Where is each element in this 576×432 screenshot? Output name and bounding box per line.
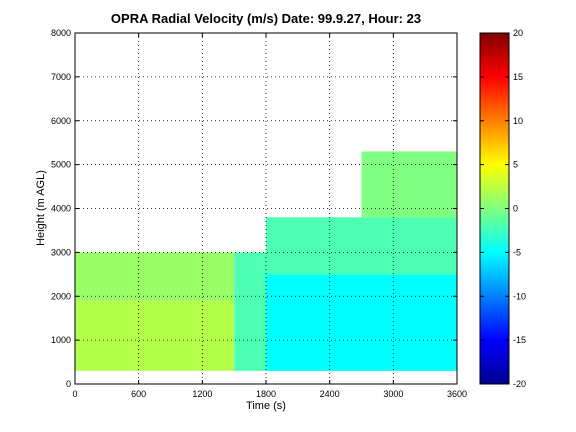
velocity-region — [266, 274, 457, 371]
y-tick-label: 8000 — [51, 28, 71, 38]
x-tick-label: 600 — [131, 389, 146, 399]
colorbar-tick-label: 0 — [513, 204, 518, 214]
x-tick-label: 3000 — [383, 389, 403, 399]
colorbar — [479, 32, 510, 385]
velocity-region — [234, 252, 266, 371]
y-tick-label: 2000 — [51, 291, 71, 301]
y-tick-label: 1000 — [51, 335, 71, 345]
velocity-region — [361, 151, 457, 218]
velocity-region — [75, 300, 235, 371]
y-tick-label: 0 — [66, 379, 71, 389]
y-axis-label: Height (m AGL) — [35, 170, 47, 246]
x-tick-label: 2400 — [320, 389, 340, 399]
y-tick-label: 6000 — [51, 116, 71, 126]
velocity-region — [266, 217, 457, 275]
x-tick-label: 1200 — [192, 389, 212, 399]
x-tick-label: 3600 — [447, 389, 467, 399]
y-ticks: 0 1000 2000 3000 4000 5000 6000 7000 8000 — [51, 28, 457, 389]
x-ticks: 0 600 1200 1800 2400 3000 3600 — [72, 33, 467, 399]
colorbar-tick-label: -5 — [513, 247, 521, 257]
colorbar-tick-label: 20 — [513, 28, 523, 38]
chart-title: OPRA Radial Velocity (m/s) Date: 99.9.27… — [111, 11, 421, 26]
colorbar-ticks: -20 -15 -10 -5 0 5 10 15 20 — [480, 28, 526, 389]
colorbar-tick-label: 5 — [513, 160, 518, 170]
velocity-region — [75, 252, 235, 301]
y-tick-label: 3000 — [51, 247, 71, 257]
colorbar-tick-label: -10 — [513, 291, 526, 301]
y-tick-label: 7000 — [51, 72, 71, 82]
colorbar-tick-label: -15 — [513, 335, 526, 345]
colorbar-tick-label: 15 — [513, 72, 523, 82]
x-axis-label: Time (s) — [246, 400, 286, 412]
colorbar-tick-label: -20 — [513, 379, 526, 389]
data-layer — [75, 151, 457, 371]
colorbar-tick-label: 10 — [513, 116, 523, 126]
y-tick-label: 5000 — [51, 160, 71, 170]
x-tick-label: 1800 — [256, 389, 276, 399]
y-tick-label: 4000 — [51, 204, 71, 214]
x-tick-label: 0 — [72, 389, 77, 399]
